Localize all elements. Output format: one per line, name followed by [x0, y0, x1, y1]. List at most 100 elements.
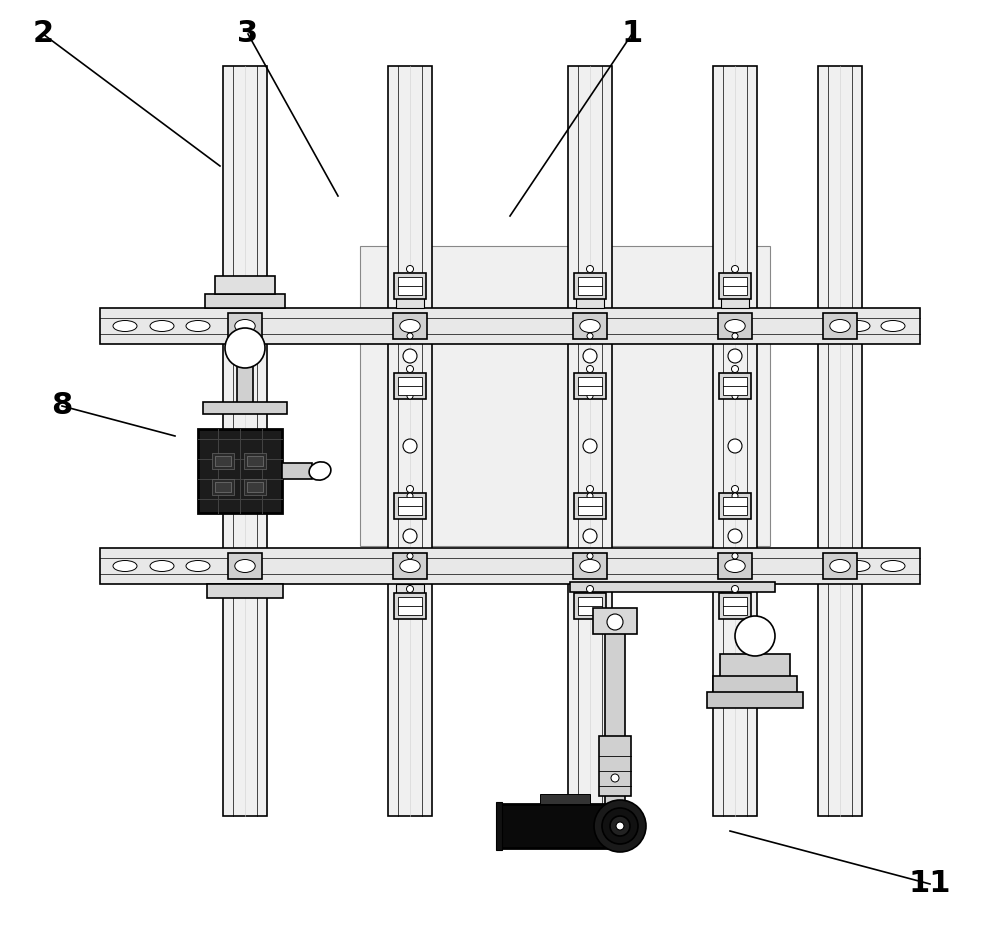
Ellipse shape: [186, 321, 210, 331]
Bar: [721, 292, 749, 308]
Ellipse shape: [150, 560, 174, 571]
Text: 8: 8: [51, 392, 73, 421]
Bar: [578, 377, 602, 395]
Bar: [360, 246, 770, 546]
Circle shape: [730, 531, 740, 541]
Bar: [244, 453, 266, 469]
Bar: [593, 608, 637, 634]
Bar: [228, 313, 262, 339]
Bar: [496, 802, 502, 850]
Bar: [578, 597, 602, 615]
Bar: [578, 277, 602, 295]
Bar: [388, 66, 432, 816]
Bar: [574, 493, 606, 519]
Bar: [823, 553, 857, 579]
Circle shape: [730, 441, 740, 451]
Bar: [398, 597, 422, 615]
Circle shape: [404, 441, 416, 451]
Bar: [393, 553, 427, 579]
Circle shape: [732, 266, 738, 272]
Circle shape: [587, 553, 593, 559]
Bar: [605, 614, 625, 846]
Bar: [718, 313, 752, 339]
Bar: [212, 479, 234, 495]
Circle shape: [583, 349, 597, 363]
Bar: [247, 456, 263, 466]
Ellipse shape: [235, 320, 255, 332]
Bar: [573, 553, 607, 579]
Bar: [237, 348, 253, 406]
Circle shape: [406, 266, 414, 272]
Bar: [247, 482, 263, 492]
Circle shape: [407, 493, 413, 499]
Bar: [573, 313, 607, 339]
Circle shape: [586, 266, 594, 272]
Bar: [719, 593, 751, 619]
Circle shape: [406, 586, 414, 592]
Bar: [713, 66, 757, 816]
Bar: [599, 736, 631, 796]
Bar: [721, 584, 749, 600]
Ellipse shape: [846, 560, 870, 571]
Circle shape: [732, 393, 738, 399]
Circle shape: [407, 333, 413, 339]
Ellipse shape: [186, 560, 210, 571]
Circle shape: [407, 393, 413, 399]
Ellipse shape: [881, 321, 905, 331]
Ellipse shape: [113, 321, 137, 331]
Circle shape: [616, 822, 624, 830]
Circle shape: [407, 553, 413, 559]
Circle shape: [732, 493, 738, 499]
Bar: [723, 377, 747, 395]
Bar: [818, 66, 862, 816]
Bar: [394, 493, 426, 519]
Ellipse shape: [881, 560, 905, 571]
Bar: [718, 553, 752, 579]
Bar: [394, 273, 426, 299]
Circle shape: [586, 485, 594, 493]
Bar: [282, 463, 312, 479]
Bar: [578, 497, 602, 515]
Bar: [500, 804, 620, 848]
Ellipse shape: [235, 559, 255, 572]
Bar: [215, 482, 231, 492]
Circle shape: [732, 365, 738, 373]
Bar: [100, 548, 920, 584]
Circle shape: [587, 393, 593, 399]
Bar: [570, 582, 775, 592]
Circle shape: [732, 333, 738, 339]
Bar: [393, 313, 427, 339]
Text: 2: 2: [32, 20, 54, 48]
Bar: [396, 584, 424, 600]
Bar: [198, 429, 282, 513]
Circle shape: [587, 333, 593, 339]
Bar: [720, 654, 790, 678]
Bar: [713, 676, 797, 694]
Bar: [576, 292, 604, 308]
Circle shape: [583, 529, 597, 543]
Bar: [394, 593, 426, 619]
Circle shape: [586, 365, 594, 373]
Circle shape: [584, 531, 596, 541]
Bar: [215, 456, 231, 466]
Bar: [540, 794, 590, 804]
Ellipse shape: [725, 320, 745, 332]
Circle shape: [403, 439, 417, 453]
Bar: [207, 584, 283, 598]
Circle shape: [584, 351, 596, 361]
Bar: [100, 308, 920, 344]
Bar: [568, 66, 612, 816]
Text: 3: 3: [237, 20, 259, 48]
Text: 11: 11: [909, 869, 951, 899]
Circle shape: [406, 485, 414, 493]
Circle shape: [584, 441, 596, 451]
Bar: [398, 497, 422, 515]
Ellipse shape: [725, 559, 745, 572]
Bar: [723, 277, 747, 295]
Bar: [398, 277, 422, 295]
Text: 1: 1: [621, 20, 643, 48]
Circle shape: [728, 529, 742, 543]
Circle shape: [404, 351, 416, 361]
Bar: [203, 402, 287, 414]
Bar: [574, 273, 606, 299]
